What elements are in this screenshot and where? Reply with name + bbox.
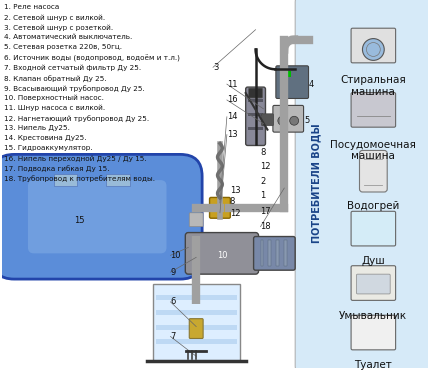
FancyBboxPatch shape [356, 274, 390, 294]
Text: 11. Шнур насоса с вилкой.: 11. Шнур насоса с вилкой. [4, 105, 105, 111]
FancyBboxPatch shape [189, 319, 203, 339]
Text: 10. Поверхностный насос.: 10. Поверхностный насос. [4, 95, 104, 101]
Bar [248, 113, 264, 116]
Text: 15. Гидроаккумулятор.: 15. Гидроаккумулятор. [4, 145, 93, 151]
Circle shape [362, 39, 384, 60]
Text: 18. Трубопровод к потребителям воды.: 18. Трубопровод к потребителям воды. [4, 176, 155, 182]
Text: Водогрей: Водогрей [347, 201, 399, 211]
Bar [268, 240, 271, 266]
Text: 16: 16 [227, 96, 237, 105]
Bar [248, 99, 264, 102]
Text: 14: 14 [227, 112, 237, 121]
FancyBboxPatch shape [351, 93, 396, 127]
Text: 14. Крестовина Ду25.: 14. Крестовина Ду25. [4, 135, 87, 141]
Text: 12. Нагнетающий трубопровод Ду 25.: 12. Нагнетающий трубопровод Ду 25. [4, 115, 149, 122]
Bar [248, 127, 264, 130]
Text: 10: 10 [170, 251, 181, 260]
Text: 10: 10 [217, 251, 227, 260]
FancyBboxPatch shape [351, 211, 396, 246]
Text: 17: 17 [261, 207, 271, 216]
Text: 7. Входной сетчатый фильтр Ду 25.: 7. Входной сетчатый фильтр Ду 25. [4, 64, 141, 71]
Bar [276, 240, 280, 266]
FancyBboxPatch shape [351, 266, 396, 300]
Circle shape [290, 116, 298, 125]
Text: 8. Клапан обратный Ду 25.: 8. Клапан обратный Ду 25. [4, 75, 107, 81]
Text: 3. Сетевой шнур с розеткой.: 3. Сетевой шнур с розеткой. [4, 24, 114, 31]
FancyBboxPatch shape [249, 88, 262, 98]
Text: 4: 4 [309, 80, 314, 89]
FancyBboxPatch shape [261, 114, 273, 126]
Bar [156, 295, 237, 300]
Text: 6. Источник воды (водопровод, водоём и т.л.): 6. Источник воды (водопровод, водоём и т… [4, 54, 180, 62]
Text: 12: 12 [230, 209, 240, 218]
Text: 1. Реле насоса: 1. Реле насоса [4, 4, 59, 10]
Text: Стиральная
машина: Стиральная машина [341, 75, 406, 97]
FancyBboxPatch shape [359, 150, 387, 192]
Text: 17. Подводка гибкая Ду 15.: 17. Подводка гибкая Ду 15. [4, 166, 110, 173]
Text: 4. Автоматический выключатель.: 4. Автоматический выключатель. [4, 34, 132, 40]
Text: 1: 1 [261, 192, 266, 201]
FancyBboxPatch shape [351, 28, 396, 63]
Text: Душ: Душ [362, 256, 385, 266]
Text: 13. Нипель Ду25.: 13. Нипель Ду25. [4, 125, 70, 131]
Text: 18: 18 [261, 222, 271, 231]
Text: 11: 11 [227, 80, 237, 89]
Text: 9: 9 [170, 268, 176, 277]
Text: 5. Сетевая розетка 220в, 50гц.: 5. Сетевая розетка 220в, 50гц. [4, 44, 122, 50]
Bar [261, 240, 264, 266]
FancyBboxPatch shape [273, 105, 304, 132]
Bar [156, 310, 237, 315]
Bar [284, 240, 287, 266]
Text: 5: 5 [304, 116, 309, 125]
FancyBboxPatch shape [276, 66, 308, 99]
Text: 13: 13 [230, 186, 240, 195]
FancyBboxPatch shape [189, 213, 203, 227]
Text: 8: 8 [261, 148, 266, 157]
Circle shape [278, 116, 287, 125]
Text: 2: 2 [261, 177, 266, 186]
Text: 3: 3 [213, 63, 218, 72]
Text: 2. Сетевой шнур с вилкой.: 2. Сетевой шнур с вилкой. [4, 14, 105, 20]
Text: 6: 6 [170, 297, 176, 307]
FancyBboxPatch shape [254, 237, 295, 270]
FancyBboxPatch shape [246, 87, 265, 145]
Text: 16. Нипель переходной Ду25 / Ду 15.: 16. Нипель переходной Ду25 / Ду 15. [4, 155, 147, 162]
Text: Посудомоечная
машина: Посудомоечная машина [330, 140, 416, 161]
Text: 9. Всасывающий трубопровод Ду 25.: 9. Всасывающий трубопровод Ду 25. [4, 85, 145, 92]
FancyBboxPatch shape [351, 315, 396, 350]
FancyBboxPatch shape [295, 0, 430, 372]
Text: Умывальник: Умывальник [339, 311, 407, 321]
Text: 13: 13 [227, 130, 237, 139]
Bar [54, 174, 77, 186]
FancyBboxPatch shape [185, 232, 258, 274]
Bar [106, 174, 130, 186]
Bar [156, 340, 237, 344]
Text: Туалет: Туалет [354, 360, 392, 370]
Text: 12: 12 [261, 162, 271, 171]
FancyBboxPatch shape [28, 180, 166, 253]
Text: 7: 7 [170, 332, 176, 341]
Text: 15: 15 [74, 216, 85, 225]
FancyBboxPatch shape [0, 154, 202, 279]
Text: 8: 8 [230, 197, 235, 206]
FancyBboxPatch shape [209, 198, 230, 218]
Bar [281, 71, 291, 77]
Bar [153, 284, 240, 361]
Text: ПОТРЕБИТЕЛИ ВОДЫ: ПОТРЕБИТЕЛИ ВОДЫ [311, 123, 321, 243]
Bar [156, 325, 237, 330]
